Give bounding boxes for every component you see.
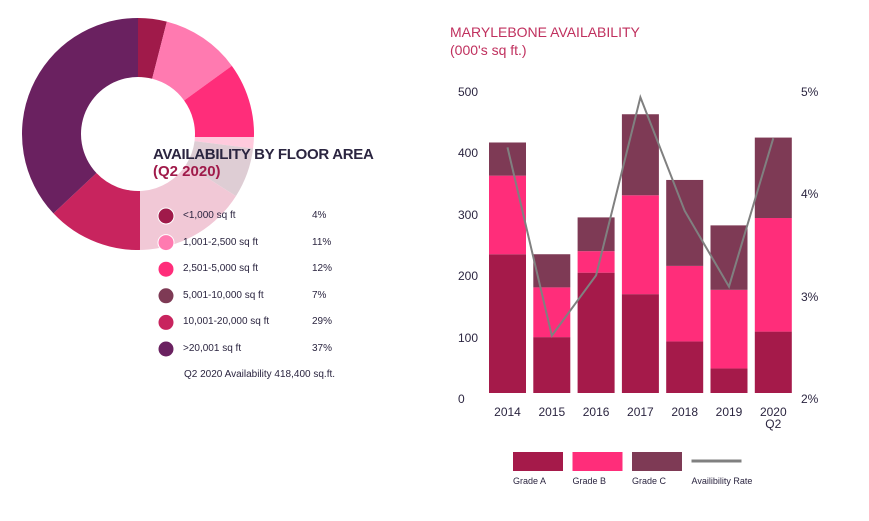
bar-grade-c (666, 179, 704, 266)
legend-swatch (572, 452, 623, 471)
legend-label: 5,001-10,000 sq ft (183, 289, 264, 301)
x-tick-label: 2016 (582, 405, 610, 419)
x-tick-label: 2020 (759, 405, 787, 419)
legend-percent: 37% (312, 343, 333, 354)
x-tick-label: 2019 (715, 405, 743, 419)
bar-grade-a (621, 294, 659, 393)
legend-label: 10,001-20,000 sq ft (183, 316, 270, 328)
bar-grade-c (710, 225, 748, 290)
donut-slice (21, 18, 139, 214)
donut-slice (152, 21, 232, 101)
bar-grade-b (710, 289, 748, 369)
legend-dot (157, 260, 175, 278)
x-tick-label: 2017 (627, 405, 654, 419)
donut-footnote: Q2 2020 Availability 418,400 sq.ft. (184, 369, 336, 380)
legend-swatch (513, 452, 563, 471)
bar-grade-b (666, 265, 704, 342)
y-tick-label: 400 (458, 146, 479, 161)
bar-grade-a (577, 272, 615, 393)
legend-percent: 12% (312, 263, 333, 275)
donut-subtitle: (Q2 2020) (153, 163, 221, 180)
y-tick-label: 200 (458, 269, 479, 284)
bar-grade-b (621, 195, 659, 295)
bar-grade-c (621, 114, 659, 196)
bar-grade-b (577, 251, 615, 273)
y2-tick-label: 4% (801, 187, 819, 202)
donut-slice (138, 18, 167, 79)
bar-grade-a (489, 254, 526, 393)
bar-grade-b (754, 218, 792, 332)
availability-rate-line (506, 93, 775, 339)
donut-slice (184, 65, 255, 149)
legend-dot (157, 313, 175, 331)
y-tick-label: 0 (458, 392, 465, 406)
legend-label: Grade A (513, 476, 547, 486)
legend-label: Grade B (572, 476, 607, 486)
y-tick-label: 100 (458, 330, 479, 345)
bar-grade-a (754, 331, 792, 393)
legend-swatch (632, 452, 682, 471)
x-tick-label: 2015 (538, 405, 566, 419)
y-tick-label: 500 (458, 85, 479, 99)
legend-label: 2,501-5,000 sq ft (183, 263, 259, 275)
legend-label: Grade C (632, 476, 667, 486)
bar-grade-a (666, 341, 704, 393)
chart-title: MARYLEBONE AVAILABILITY (450, 24, 640, 40)
legend-label: <1,000 sq ft (183, 210, 236, 221)
bar-grade-a (533, 337, 571, 393)
x-tick-sublabel: Q2 (765, 417, 782, 431)
y2-tick-label: 3% (801, 289, 819, 304)
bar-grade-c (754, 137, 792, 219)
legend-dot (157, 207, 175, 225)
y2-tick-label: 2% (801, 392, 819, 406)
bar-grade-b (533, 287, 571, 338)
y2-tick-label: 5% (801, 85, 819, 99)
legend-percent: 4% (312, 210, 327, 221)
bar-grade-a (710, 368, 748, 393)
legend-dot (157, 287, 175, 305)
legend-percent: 11% (312, 236, 332, 248)
legend-dot (157, 234, 175, 252)
chart-subtitle: (000's sq ft.) (450, 42, 527, 58)
x-tick-label: 2018 (671, 405, 699, 419)
x-tick-label: 2014 (494, 405, 521, 419)
legend-label: 1,001-2,500 sq ft (183, 236, 259, 248)
legend-label: >20,001 sq ft (183, 343, 242, 354)
legend-percent: 29% (312, 316, 333, 328)
y-tick-label: 300 (458, 207, 479, 222)
legend-percent: 7% (312, 289, 327, 301)
bar-grade-b (489, 175, 526, 255)
legend-label: Availibility Rate (691, 476, 753, 486)
donut-title: AVAILABILITY BY FLOOR AREA (153, 146, 374, 163)
legend-dot (157, 340, 175, 358)
